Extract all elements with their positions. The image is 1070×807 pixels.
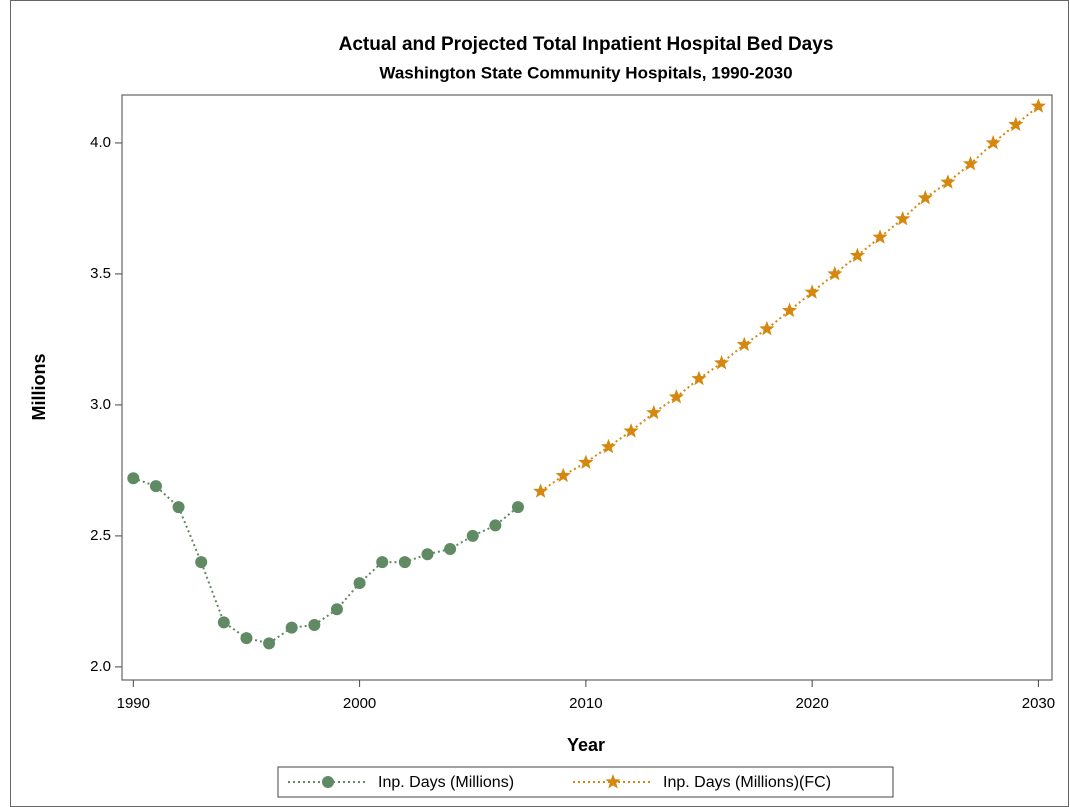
data-point (691, 370, 707, 386)
data-point (240, 632, 253, 645)
x-tick-label: 2000 (343, 695, 376, 712)
data-point (330, 603, 343, 616)
data-point (1008, 116, 1024, 132)
data-point (172, 501, 185, 514)
data-point (759, 320, 775, 336)
data-point (849, 247, 865, 263)
frame (10, 0, 1069, 807)
legend-label: Inp. Days (Millions)(FC) (663, 774, 831, 791)
chart-subtitle: Washington State Community Hospitals, 19… (379, 63, 792, 82)
data-point (217, 616, 230, 629)
data-point (376, 556, 389, 569)
data-point (668, 389, 684, 404)
data-point (555, 467, 571, 483)
y-tick-label: 4.0 (90, 134, 111, 151)
data-point (353, 577, 366, 590)
data-point (940, 174, 956, 189)
legend-marker (605, 774, 621, 789)
legend-label: Inp. Days (Millions) (378, 774, 514, 791)
data-point (511, 501, 524, 514)
data-point (308, 618, 321, 631)
y-tick-label: 3.0 (90, 396, 111, 413)
y-tick-label: 2.0 (90, 658, 111, 675)
data-point (421, 548, 434, 561)
x-tick-label: 2010 (569, 695, 602, 712)
data-point (872, 229, 888, 244)
chart-title: Actual and Projected Total Inpatient Hos… (339, 34, 834, 55)
data-point (985, 134, 1001, 150)
series-line (540, 105, 1040, 493)
data-point (623, 423, 639, 438)
data-point (466, 529, 479, 542)
data-point (398, 556, 411, 569)
data-point (600, 438, 617, 454)
data-point (578, 454, 594, 469)
data-point (736, 336, 752, 352)
data-point (714, 355, 730, 370)
x-tick-label: 2030 (1022, 695, 1055, 712)
data-point (804, 284, 820, 299)
data-point (444, 543, 457, 556)
x-tick-label: 1990 (117, 695, 150, 712)
data-point (917, 190, 933, 205)
y-tick-label: 3.5 (90, 265, 111, 282)
plot-area (121, 94, 1053, 681)
data-point (1030, 98, 1046, 113)
data-point (533, 483, 549, 498)
data-point (646, 404, 662, 420)
legend-marker (322, 776, 334, 788)
x-axis-label: Year (567, 735, 605, 755)
legend (277, 766, 894, 798)
data-point (195, 556, 208, 569)
data-point (489, 519, 502, 532)
data-point (827, 265, 843, 281)
data-point (962, 155, 979, 171)
data-point (127, 472, 140, 485)
data-point (285, 621, 298, 634)
data-point (263, 637, 276, 650)
data-point (149, 480, 162, 493)
y-tick-label: 2.5 (90, 527, 111, 544)
x-tick-label: 2020 (795, 695, 828, 712)
data-point (895, 210, 911, 226)
data-point (781, 302, 798, 318)
y-axis-label: Millions (29, 354, 49, 421)
